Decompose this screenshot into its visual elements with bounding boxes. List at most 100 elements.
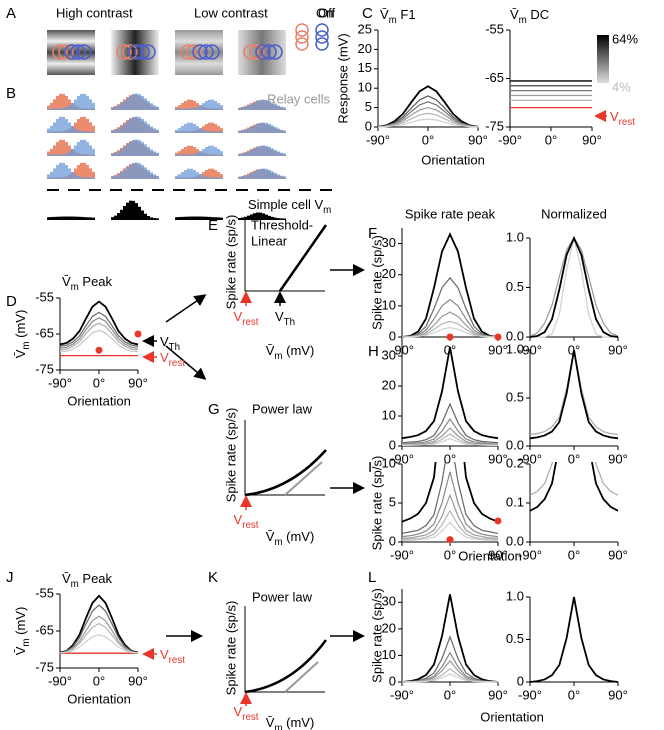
text-part: V (234, 704, 243, 719)
off-histogram (175, 122, 223, 133)
on-subfield (180, 44, 196, 60)
y-tick-label: 1.0 (506, 341, 524, 356)
text-part: rest (619, 117, 636, 128)
tuning-curve (401, 509, 499, 541)
legend-label: On (316, 5, 333, 20)
y-tick-label: 30 (382, 347, 396, 362)
y-tick-label: 0.0 (506, 533, 524, 548)
y-tick-label: 10 (382, 407, 396, 422)
y-tick-label: 20 (382, 620, 396, 635)
axes (59, 298, 138, 371)
off-histogram (238, 145, 286, 156)
text-part: V (160, 350, 169, 365)
off-histogram (111, 93, 159, 110)
y-tick-label: 0 (389, 533, 396, 548)
x-tick-label: 90° (608, 451, 628, 466)
off-subfield (267, 44, 283, 60)
text-part: V̄ (266, 529, 275, 544)
off-histogram (175, 99, 223, 110)
y-tick-label: 30 (382, 594, 396, 609)
y-tick-label: 0.5 (506, 631, 524, 646)
on-histogram (175, 122, 223, 133)
axis-label: V̄m (mV) (266, 343, 315, 361)
text-part: V̄ (266, 343, 275, 358)
tuning-curve (401, 594, 499, 683)
y-tick-label: -65 (35, 325, 54, 340)
colorbar-label: 4% (612, 79, 631, 94)
tuning-curve (529, 236, 619, 337)
text-part: rest (242, 520, 259, 531)
tuning-curve (402, 427, 498, 446)
schematic-title: Linear (251, 233, 288, 248)
text-part: (mV) (13, 607, 28, 639)
y-tick-label: -65 (35, 622, 54, 637)
text-part: m (323, 205, 331, 216)
on-subfield (186, 44, 202, 60)
x-tick-label: 0° (444, 451, 456, 466)
chart-title: Spike rate peak (405, 206, 496, 221)
marker-dot (494, 517, 502, 525)
tuning-curve (401, 232, 499, 338)
off-subfield (70, 44, 86, 60)
on-subfield (249, 44, 265, 60)
axes (529, 238, 618, 338)
chart (526, 236, 619, 341)
x-tick-label: 0° (545, 132, 557, 147)
schematic-title: Threshold- (251, 217, 313, 232)
y-tick-label: -75 (485, 118, 504, 133)
receptive-fields (52, 23, 329, 60)
arrow (165, 294, 207, 323)
y-tick-label: 0 (365, 118, 372, 133)
on-histogram (47, 93, 95, 110)
chart-title: V̄m F1 (380, 7, 416, 25)
x-tick-label: 90° (488, 342, 508, 357)
x-tick-label: 90° (582, 132, 602, 147)
text-part: DC (527, 7, 549, 22)
y-tick-label: 5 (389, 494, 396, 509)
chart-title: V̄m Peak (62, 571, 113, 589)
panel-letter: G (208, 401, 220, 418)
chart-title: Normalized (541, 206, 607, 221)
x-tick-label: 0° (568, 451, 580, 466)
x-tick-label: 90° (488, 451, 508, 466)
x-axis-label: Orientation (480, 709, 544, 724)
x-tick-label: 90° (128, 375, 148, 390)
y-axis-label: Spike rate (sp/s) (369, 235, 384, 330)
y-tick-label: 0.0 (506, 328, 524, 343)
axes (401, 228, 498, 338)
x-tick-label: 90° (468, 132, 488, 147)
text-part: (mV) (283, 715, 315, 730)
relay-label: Relay cells (267, 91, 330, 106)
text-part: Peak (79, 571, 113, 586)
off-histogram (238, 122, 286, 133)
marker-dot (446, 333, 454, 341)
tuning-curve (401, 417, 499, 445)
text-part: rest (242, 712, 259, 723)
panel-letter: F (368, 225, 377, 242)
text-part: V̄ (266, 715, 275, 730)
off-subfield (261, 44, 277, 60)
vm-trace (238, 212, 286, 220)
text-part: V (275, 309, 284, 324)
tuning-curve (401, 346, 499, 440)
x-tick-label: 0° (93, 375, 105, 390)
axis-label: V̄m (mV) (266, 529, 315, 547)
axes (509, 30, 592, 128)
tuning-curve (59, 317, 139, 349)
tuning-curve (529, 462, 619, 496)
chart (398, 228, 502, 341)
condition-label: Low contrast (194, 5, 268, 20)
on-histogram (175, 168, 223, 179)
axes (529, 597, 618, 683)
text-part: V (610, 109, 619, 124)
tuning-curve (59, 604, 139, 654)
x-tick-label: -90° (518, 687, 542, 702)
panel-letter: E (208, 217, 218, 234)
y-tick-label: 10 (382, 297, 396, 312)
y-axis-label: Spike rate (sp/s) (369, 588, 384, 683)
chart (398, 341, 499, 450)
tuning-curve (59, 300, 139, 346)
y-tick-label: 0.5 (506, 279, 524, 294)
x-tick-label: 0° (93, 673, 105, 688)
threshold-label: VTh (275, 309, 295, 327)
